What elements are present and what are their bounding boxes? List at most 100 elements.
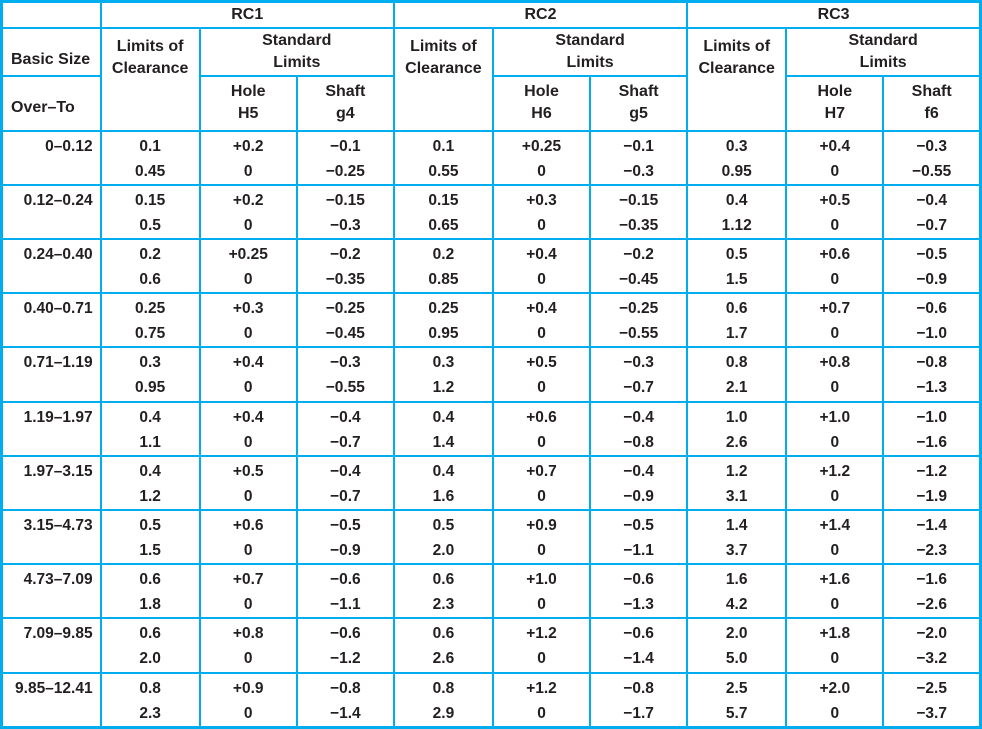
rc1-clearance-cell: 0.5 1.5 bbox=[99, 509, 201, 566]
rc3-hole-cell: +0.5 0 bbox=[785, 183, 885, 240]
table-row: 4.73–7.09 0.6 1.8 +0.7 0 −0.6 −1.1 0.6 2.3 +… bbox=[0, 563, 982, 620]
rc3-shaft-cell: −0.3 −0.55 bbox=[882, 129, 982, 186]
rc3-shaft-header: Shaft f6 bbox=[882, 74, 982, 132]
table-row: 0–0.12 0.1 0.45 +0.2 0 −0.1 −0.25 0.1 0.55 +… bbox=[0, 129, 982, 186]
rc3-shaft-cell: −0.4 −0.7 bbox=[882, 183, 982, 240]
table-row: 1.97–3.15 0.4 1.2 +0.5 0 −0.4 −0.7 0.4 1.6 +… bbox=[0, 454, 982, 512]
class-row: RC1 RC2 RC3 bbox=[0, 0, 982, 29]
rc3-hole-cell: +2.0 0 bbox=[785, 671, 885, 729]
rc3-clearance-cell: 1.4 3.7 bbox=[686, 509, 788, 566]
table-row: 0.40–0.71 0.25 0.75 +0.3 0 −0.25 −0.45 0.25… bbox=[0, 292, 982, 349]
rc2-clearance-cell: 0.4 1.4 bbox=[392, 400, 494, 457]
corner-cell bbox=[0, 0, 102, 29]
table-row: 0.12–0.24 0.15 0.5 +0.2 0 −0.15 −0.3 0.15 0.… bbox=[0, 183, 982, 240]
table-row: 3.15–4.73 0.5 1.5 +0.6 0 −0.5 −0.9 0.5 2.0 +… bbox=[0, 509, 982, 566]
rc3-hole-cell: +0.7 0 bbox=[785, 292, 885, 349]
rc3-shaft-cell: −1.6 −2.6 bbox=[882, 563, 982, 620]
rc1-shaft-cell: −0.6 −1.2 bbox=[295, 617, 395, 674]
rc2-shaft-cell: −0.2 −0.45 bbox=[589, 237, 689, 295]
rc2-clearance-cell: 0.3 1.2 bbox=[392, 346, 494, 403]
basic-size-cell: 9.85–12.41 bbox=[0, 671, 102, 729]
table-row: 7.09–9.85 0.6 2.0 +0.8 0 −0.6 −1.2 0.6 2.6 +… bbox=[0, 617, 982, 674]
rc3-hole-cell: +1.8 0 bbox=[785, 617, 885, 674]
rc2-hole-cell: +0.4 0 bbox=[491, 237, 592, 295]
rc3-clearance-cell: 0.6 1.7 bbox=[686, 292, 788, 349]
rc2-shaft-cell: −0.8 −1.7 bbox=[589, 671, 689, 729]
rc1-shaft-cell: −0.4 −0.7 bbox=[295, 400, 395, 457]
rc1-hole-cell: +0.9 0 bbox=[198, 671, 298, 729]
rc2-hole-cell: +0.7 0 bbox=[491, 454, 592, 512]
basic-size-cell: 3.15–4.73 bbox=[0, 509, 102, 566]
rc3-shaft-cell: −0.6 −1.0 bbox=[882, 292, 982, 349]
rc2-clearance-cell: 0.6 2.6 bbox=[392, 617, 494, 674]
table-row: 1.19–1.97 0.4 1.1 +0.4 0 −0.4 −0.7 0.4 1.4 +… bbox=[0, 400, 982, 457]
rc1-shaft-cell: −0.1 −0.25 bbox=[295, 129, 395, 186]
table-row: 9.85–12.41 0.8 2.3 +0.9 0 −0.8 −1.4 0.8 2.9 … bbox=[0, 671, 982, 729]
rc3-shaft-cell: −1.2 −1.9 bbox=[882, 454, 982, 512]
rc1-clearance-cell: 0.3 0.95 bbox=[99, 346, 201, 403]
rc1-hole-cell: +0.25 0 bbox=[198, 237, 298, 295]
rc2-shaft-cell: −0.1 −0.3 bbox=[589, 129, 689, 186]
rc3-shaft-cell: −2.0 −3.2 bbox=[882, 617, 982, 674]
rc3-clearance-cell: 0.4 1.12 bbox=[686, 183, 788, 240]
subheader-row: Basic Size Limits of Clearance Standard … bbox=[0, 26, 982, 132]
rc1-clearance-cell: 0.4 1.1 bbox=[99, 400, 201, 457]
rc2-clearance-cell: 0.2 0.85 bbox=[392, 237, 494, 295]
rc3-shaft-cell: −1.0 −1.6 bbox=[882, 400, 982, 457]
rc1-clearance-cell: 0.8 2.3 bbox=[99, 671, 201, 729]
rc1-hole-cell: +0.4 0 bbox=[198, 346, 298, 403]
rc1-clearance-cell: 0.2 0.6 bbox=[99, 237, 201, 295]
rc1-shaft-cell: −0.6 −1.1 bbox=[295, 563, 395, 620]
rc1-hole-cell: +0.2 0 bbox=[198, 129, 298, 186]
rc1-hole-cell: +0.8 0 bbox=[198, 617, 298, 674]
rc1-shaft-cell: −0.4 −0.7 bbox=[295, 454, 395, 512]
rc3-hole-cell: +1.6 0 bbox=[785, 563, 885, 620]
rc1-hole-cell: +0.2 0 bbox=[198, 183, 298, 240]
rc3-shaft-cell: −0.5 −0.9 bbox=[882, 237, 982, 295]
table-row: 0.24–0.40 0.2 0.6 +0.25 0 −0.2 −0.35 0.2 0.8… bbox=[0, 237, 982, 295]
rc2-clearance-header: Limits of Clearance bbox=[392, 26, 494, 132]
rc3-hole-cell: +1.2 0 bbox=[785, 454, 885, 512]
rc2-shaft-cell: −0.4 −0.8 bbox=[589, 400, 689, 457]
rc2-clearance-cell: 0.4 1.6 bbox=[392, 454, 494, 512]
basic-size-cell: 0.71–1.19 bbox=[0, 346, 102, 403]
rc1-shaft-cell: −0.8 −1.4 bbox=[295, 671, 395, 729]
rc2-hole-cell: +1.2 0 bbox=[491, 671, 592, 729]
rc2-shaft-cell: −0.25 −0.55 bbox=[589, 292, 689, 349]
rc2-standard-header: Standard Limits bbox=[491, 26, 689, 77]
rc1-clearance-header: Limits of Clearance bbox=[99, 26, 201, 132]
rc1-shaft-cell: −0.3 −0.55 bbox=[295, 346, 395, 403]
rc1-clearance-cell: 0.6 1.8 bbox=[99, 563, 201, 620]
basic-size-cell: 1.97–3.15 bbox=[0, 454, 102, 512]
rc2-hole-cell: +0.9 0 bbox=[491, 509, 592, 566]
table-row: 0.71–1.19 0.3 0.95 +0.4 0 −0.3 −0.55 0.3 1.2… bbox=[0, 346, 982, 403]
rc1-hole-cell: +0.3 0 bbox=[198, 292, 298, 349]
table-body: 0–0.12 0.1 0.45 +0.2 0 −0.1 −0.25 0.1 0.55 +… bbox=[0, 129, 982, 729]
rc3-clearance-cell: 0.5 1.5 bbox=[686, 237, 788, 295]
group-rc3: RC3 bbox=[686, 0, 982, 29]
rc2-clearance-cell: 0.8 2.9 bbox=[392, 671, 494, 729]
rc1-shaft-header: Shaft g4 bbox=[295, 74, 395, 132]
rc2-shaft-cell: −0.4 −0.9 bbox=[589, 454, 689, 512]
rc1-shaft-cell: −0.25 −0.45 bbox=[295, 292, 395, 349]
rc3-clearance-cell: 1.2 3.1 bbox=[686, 454, 788, 512]
rc1-shaft-cell: −0.2 −0.35 bbox=[295, 237, 395, 295]
rc3-hole-cell: +0.6 0 bbox=[785, 237, 885, 295]
rc3-clearance-cell: 1.6 4.2 bbox=[686, 563, 788, 620]
rc2-hole-cell: +1.2 0 bbox=[491, 617, 592, 674]
rc1-hole-cell: +0.6 0 bbox=[198, 509, 298, 566]
rc1-shaft-cell: −0.5 −0.9 bbox=[295, 509, 395, 566]
rc3-hole-cell: +1.0 0 bbox=[785, 400, 885, 457]
rc3-hole-cell: +1.4 0 bbox=[785, 509, 885, 566]
rc3-clearance-cell: 0.8 2.1 bbox=[686, 346, 788, 403]
rc3-hole-cell: +0.4 0 bbox=[785, 129, 885, 186]
rc1-hole-cell: +0.5 0 bbox=[198, 454, 298, 512]
rc2-shaft-cell: −0.6 −1.3 bbox=[589, 563, 689, 620]
rc3-shaft-cell: −1.4 −2.3 bbox=[882, 509, 982, 566]
rc2-shaft-header: Shaft g5 bbox=[589, 74, 689, 132]
basic-size-cell: 4.73–7.09 bbox=[0, 563, 102, 620]
rc1-clearance-cell: 0.1 0.45 bbox=[99, 129, 201, 186]
basic-size-cell: 0.24–0.40 bbox=[0, 237, 102, 295]
rc3-clearance-cell: 0.3 0.95 bbox=[686, 129, 788, 186]
rc3-clearance-cell: 2.5 5.7 bbox=[686, 671, 788, 729]
